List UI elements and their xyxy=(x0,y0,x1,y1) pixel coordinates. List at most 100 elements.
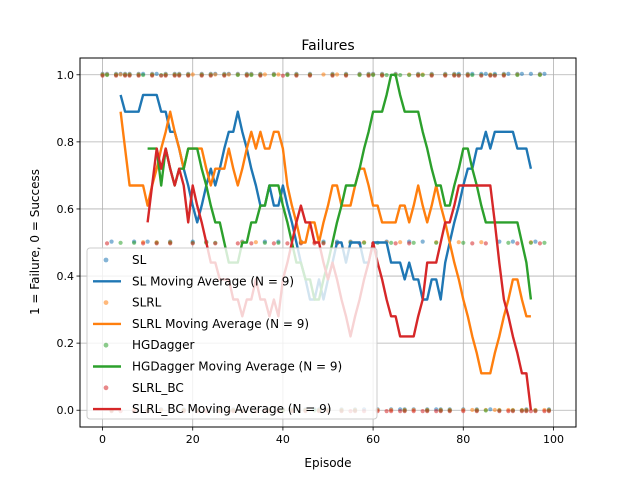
scatter-point xyxy=(100,73,105,78)
scatter-point xyxy=(118,72,123,77)
x-tick-label: 40 xyxy=(276,433,290,446)
scatter-point xyxy=(235,72,240,78)
scatter-point xyxy=(190,72,195,77)
legend-box xyxy=(86,247,378,420)
scatter-point xyxy=(479,240,484,245)
plot-frame xyxy=(79,57,577,428)
scatter-point xyxy=(501,73,506,78)
scatter-point xyxy=(510,409,515,414)
scatter-point xyxy=(343,73,349,78)
x-axis-label: Episode xyxy=(304,456,351,470)
scatter-point xyxy=(244,73,249,78)
scatter-point xyxy=(104,72,110,78)
x-tick-label: 20 xyxy=(186,433,200,446)
legend-label: SL xyxy=(132,253,147,267)
scatter-point xyxy=(150,73,155,78)
legend-label: SLRL_BC Moving Average (N = 9) xyxy=(132,402,331,416)
y-tick-label: 0.8 xyxy=(57,136,75,149)
scatter-point xyxy=(398,72,403,78)
scatter-point xyxy=(172,73,177,78)
scatter-point xyxy=(384,72,389,78)
scatter-point xyxy=(141,241,146,246)
scatter-point xyxy=(488,407,493,412)
scatter-point xyxy=(542,240,547,245)
scatter-point xyxy=(136,73,141,78)
scatter-point xyxy=(249,241,254,246)
scatter-point xyxy=(321,241,326,246)
scatter-point xyxy=(515,241,520,246)
scatter-point xyxy=(452,73,457,78)
scatter-point xyxy=(208,73,213,78)
scatter-point xyxy=(483,71,488,76)
scatter-point xyxy=(434,409,439,414)
scatter-point xyxy=(420,409,425,414)
scatter-point xyxy=(190,241,195,246)
scatter-point xyxy=(510,239,515,244)
scatter-point xyxy=(488,73,493,78)
x-tick-label: 60 xyxy=(366,433,380,446)
scatter-point xyxy=(213,241,218,246)
scatter-point xyxy=(271,72,276,78)
scatter-point xyxy=(334,72,340,77)
scatter-point xyxy=(113,73,119,78)
scatter-point xyxy=(456,240,461,245)
scatter-point xyxy=(132,240,137,245)
scatter-point xyxy=(492,407,497,413)
scatter-point xyxy=(186,73,191,78)
scatter-point xyxy=(425,409,430,414)
scatter-point xyxy=(483,408,488,413)
legend-marker xyxy=(103,300,109,305)
scatter-point xyxy=(474,409,479,414)
x-tick-label: 0 xyxy=(99,433,106,446)
x-tick-label: 80 xyxy=(456,433,470,446)
scatter-point xyxy=(213,72,218,77)
scatter-point xyxy=(506,240,511,245)
scatter-point xyxy=(384,409,389,414)
scatter-point xyxy=(470,241,475,246)
y-tick-label: 0.4 xyxy=(57,270,75,283)
scatter-point xyxy=(447,409,452,414)
moving-average-line xyxy=(147,73,533,301)
scatter-point xyxy=(168,241,173,246)
scatter-point xyxy=(271,241,276,246)
scatter-point xyxy=(104,241,110,246)
scatter-point xyxy=(262,72,267,77)
scatter-point xyxy=(519,409,524,414)
legend-marker xyxy=(103,257,109,263)
scatter-point xyxy=(249,72,254,78)
scatter-point xyxy=(465,73,470,78)
scatter-point xyxy=(222,73,227,78)
scatter-point xyxy=(163,73,168,78)
scatter-point xyxy=(307,73,313,78)
scatter-point xyxy=(361,240,367,245)
scatter-point xyxy=(177,73,182,78)
scatter-point xyxy=(479,73,484,78)
scatter-point xyxy=(262,240,267,245)
legend-label: SL Moving Average (N = 9) xyxy=(132,274,294,288)
scatter-point xyxy=(528,240,534,245)
scatter-point xyxy=(492,73,497,78)
scatter-point xyxy=(145,239,150,244)
scatter-point xyxy=(470,72,475,78)
axis-ticks: 0 20 40 60 80 100 0.0 0.2 0.4 0.6 0.8 1.0 xyxy=(57,69,564,446)
scatter-point xyxy=(280,73,286,78)
y-tick-label: 1.0 xyxy=(57,69,75,82)
scatter-point xyxy=(154,241,159,246)
y-tick-label: 0.2 xyxy=(57,337,75,350)
y-axis-label: 1 = Failure, 0 = Success xyxy=(28,169,42,315)
legend: SL SL Moving Average (N = 9) SLRL SLRL Movi… xyxy=(86,247,378,420)
scatter-point xyxy=(370,72,376,78)
scatter-point xyxy=(546,409,552,414)
scatter-point xyxy=(276,240,281,245)
scatter-point xyxy=(528,71,534,76)
legend-label: SLRL_BC xyxy=(132,381,184,395)
scatter-point xyxy=(429,73,434,78)
scatter-point xyxy=(154,71,159,76)
y-tick-label: 0.0 xyxy=(57,404,75,417)
scatter-point xyxy=(389,240,394,245)
scatter-point xyxy=(483,241,488,246)
scatter-point xyxy=(357,72,362,78)
scatter-point xyxy=(109,239,114,244)
scatter-point xyxy=(515,72,520,78)
